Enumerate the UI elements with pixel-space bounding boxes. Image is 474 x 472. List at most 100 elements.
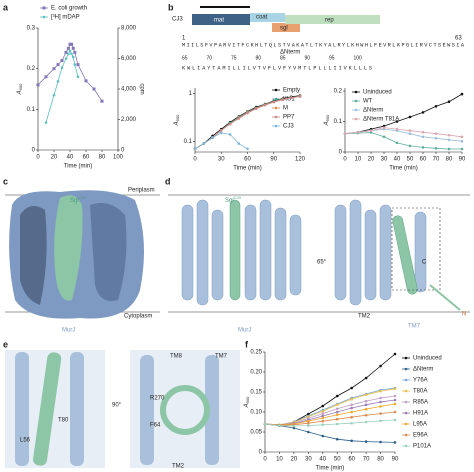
segment-label: sgl bbox=[280, 26, 288, 32]
y-tick-label: 0.2 bbox=[27, 66, 36, 72]
data-point bbox=[71, 46, 75, 50]
data-point bbox=[321, 423, 325, 427]
sgl-helix bbox=[229, 199, 241, 301]
data-point bbox=[219, 129, 223, 132]
residue-label: L56 bbox=[20, 438, 31, 444]
series-line bbox=[264, 419, 396, 427]
legend-marker bbox=[404, 367, 408, 371]
data-point bbox=[278, 424, 281, 427]
y-tick-label: 0.05 bbox=[250, 430, 262, 436]
structure-label: TM7 bbox=[408, 324, 421, 330]
panel-letter: e bbox=[3, 339, 8, 349]
y-tick-label: 0 bbox=[32, 148, 36, 154]
panel-letter: d bbox=[165, 176, 171, 186]
data-point bbox=[335, 407, 339, 411]
data-point bbox=[379, 405, 382, 408]
legend-label: P101A bbox=[413, 444, 431, 450]
residue-label: TM7 bbox=[215, 354, 228, 360]
data-point bbox=[393, 398, 397, 402]
x-tick-label: 30 bbox=[381, 157, 388, 163]
data-point bbox=[421, 130, 425, 134]
series-line bbox=[194, 132, 248, 150]
legend-label: Y76A bbox=[413, 378, 428, 384]
data-point bbox=[202, 142, 206, 145]
helix bbox=[259, 199, 272, 301]
x-tick-label: 10 bbox=[276, 457, 283, 463]
legend-marker bbox=[274, 97, 278, 101]
helix bbox=[414, 211, 427, 293]
series-line bbox=[344, 93, 463, 135]
y-tick-label: 0.3 bbox=[27, 26, 36, 32]
helix bbox=[364, 209, 377, 301]
legend-label: Empty bbox=[283, 88, 300, 94]
x-tick-label: 30 bbox=[305, 457, 312, 463]
x-axis-label: Time (min) bbox=[64, 164, 92, 170]
x-tick-label: 0 bbox=[36, 155, 40, 161]
surface-shade bbox=[20, 206, 47, 305]
x-tick-label: 90 bbox=[459, 157, 466, 163]
series-line bbox=[344, 127, 463, 138]
series-line bbox=[264, 423, 396, 443]
x-tick-label: 80 bbox=[446, 157, 453, 163]
series-line bbox=[264, 387, 396, 426]
legend-marker bbox=[404, 433, 408, 437]
y-axis-label: A600 bbox=[324, 114, 330, 126]
deletion-label: ΔNterm bbox=[280, 50, 300, 56]
data-point bbox=[408, 132, 412, 136]
y2-tick-label: 6,000 bbox=[121, 56, 137, 62]
label-part: 600 bbox=[245, 396, 250, 403]
data-point bbox=[64, 57, 68, 60]
data-point bbox=[335, 417, 339, 421]
helix bbox=[274, 207, 287, 301]
segment-coat bbox=[250, 13, 285, 22]
ruler-number: 80 bbox=[256, 55, 262, 61]
y-axis-label: A600 bbox=[174, 114, 180, 126]
label-part: A bbox=[17, 90, 23, 95]
data-point bbox=[395, 141, 399, 145]
data-point bbox=[52, 93, 56, 97]
data-point bbox=[460, 92, 464, 96]
data-point bbox=[228, 122, 232, 126]
sgl-helix bbox=[33, 352, 62, 466]
data-point bbox=[379, 419, 382, 423]
y-axis-label: A600 bbox=[244, 396, 250, 408]
legend-label: M bbox=[283, 106, 288, 112]
data-point bbox=[66, 46, 70, 50]
legend-label: Uninduced bbox=[363, 90, 392, 96]
data-point bbox=[393, 394, 397, 398]
data-point bbox=[307, 412, 310, 416]
label-part: CJ3 bbox=[79, 195, 87, 200]
label-part: A bbox=[324, 121, 330, 126]
x-tick-label: 80 bbox=[99, 155, 106, 161]
data-point bbox=[307, 424, 310, 427]
x-tick-label: 90 bbox=[392, 457, 399, 463]
y-tick-label: 0 bbox=[339, 150, 343, 156]
x-tick-label: 40 bbox=[394, 157, 401, 163]
residue-label: TM2 bbox=[172, 464, 185, 470]
data-point bbox=[350, 439, 353, 443]
data-point bbox=[237, 142, 241, 145]
ruler-number: 70 bbox=[207, 55, 213, 61]
series-line bbox=[264, 403, 396, 426]
data-point bbox=[321, 409, 325, 413]
y-tick-label: 1 bbox=[189, 91, 193, 97]
ruler-number: 75 bbox=[231, 55, 237, 61]
legend-marker bbox=[404, 422, 408, 426]
y-tick-label: 0.10 bbox=[250, 410, 262, 416]
data-point bbox=[321, 412, 325, 415]
x-tick-label: 40 bbox=[67, 155, 74, 161]
segment-label: rep bbox=[325, 18, 334, 24]
data-point bbox=[292, 426, 296, 430]
data-point bbox=[350, 397, 353, 401]
data-point bbox=[408, 115, 412, 119]
data-point bbox=[335, 394, 339, 398]
data-point bbox=[292, 424, 296, 428]
data-point bbox=[60, 66, 64, 69]
x-tick-label: 10 bbox=[355, 157, 362, 163]
murj-surface bbox=[9, 190, 145, 319]
data-point bbox=[393, 402, 397, 406]
helix bbox=[70, 352, 84, 466]
data-point bbox=[237, 117, 241, 120]
data-point bbox=[447, 138, 451, 142]
legend-label: CJ3 bbox=[283, 124, 294, 130]
